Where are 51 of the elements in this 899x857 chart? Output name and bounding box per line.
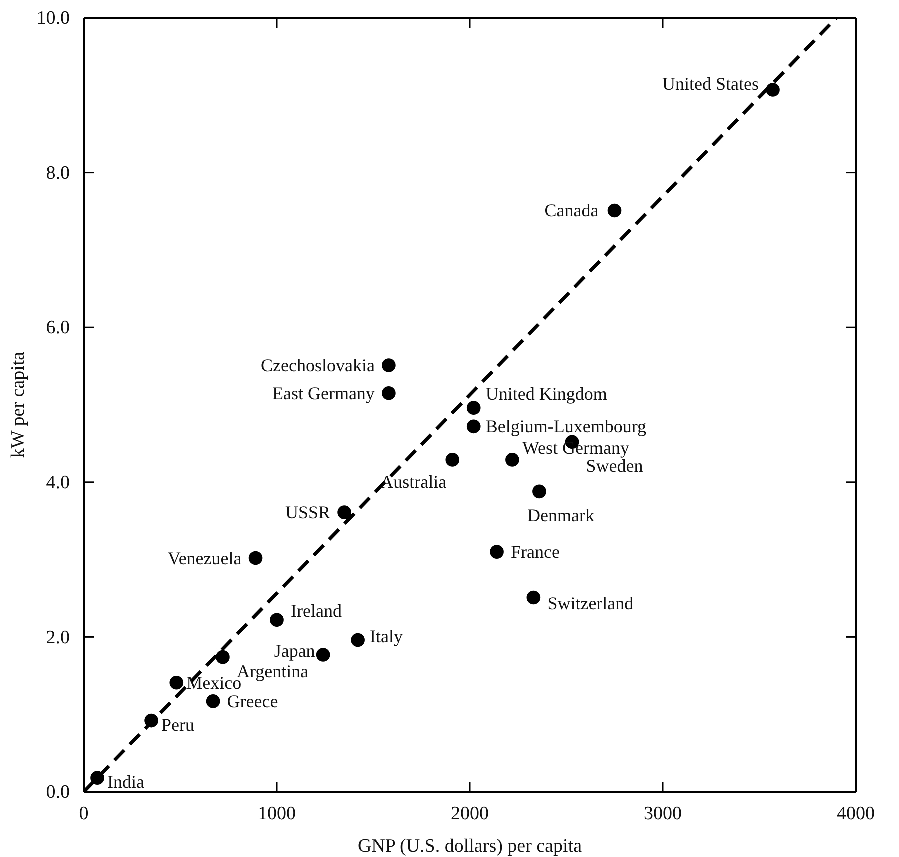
- annotation: United States: [662, 74, 760, 94]
- x-tick-label: 4000: [837, 803, 875, 824]
- point: [608, 204, 622, 218]
- x-tick-label: 3000: [644, 803, 682, 824]
- y-tick-label: 10.0: [36, 8, 70, 30]
- point: [270, 613, 284, 628]
- point: [466, 401, 481, 415]
- x-axis-title: GNP (U.S. dollars) per capita: [358, 836, 583, 857]
- point: [248, 551, 263, 566]
- point: [170, 676, 184, 690]
- annotation: Venezuela: [168, 548, 242, 568]
- annotation: Canada: [544, 200, 599, 221]
- annotation: United Kingdom: [486, 384, 608, 404]
- y-axis-title: kW per capita: [8, 351, 29, 458]
- y-tick-label: 8.0: [46, 162, 70, 184]
- point: [382, 358, 396, 372]
- annotation: East Germany: [272, 383, 375, 404]
- point: [490, 545, 504, 559]
- annotation: West Germany: [522, 438, 630, 458]
- annotation: Belgium-Luxembourg: [486, 416, 647, 437]
- x-tick-label: 2000: [451, 803, 489, 824]
- annotation: Ireland: [291, 601, 342, 622]
- point: [338, 506, 352, 520]
- y-tick-label: 0.0: [46, 782, 70, 804]
- annotation: Switzerland: [548, 594, 634, 614]
- annotation: Peru: [162, 714, 195, 735]
- point: [316, 648, 330, 662]
- point: [216, 650, 230, 664]
- annotation: Denmark: [527, 506, 594, 526]
- x-tick-label: 0: [79, 803, 89, 824]
- y-tick-label: 2.0: [46, 627, 70, 648]
- point: [532, 484, 546, 499]
- annotation: Italy: [370, 626, 404, 646]
- point: [206, 694, 220, 708]
- y-tick-label: 6.0: [46, 318, 70, 339]
- annotation: USSR: [286, 502, 331, 523]
- annotation: Japan: [274, 641, 316, 661]
- point: [766, 83, 780, 97]
- annotation: Australia: [380, 472, 447, 492]
- annotation: France: [511, 542, 560, 562]
- point: [351, 633, 365, 648]
- point: [506, 453, 520, 467]
- point: [526, 590, 541, 605]
- point: [466, 420, 481, 434]
- point: [382, 386, 396, 400]
- x-tick-label: 1000: [258, 803, 296, 824]
- point: [446, 453, 460, 467]
- annotation: Greece: [227, 691, 278, 712]
- annotation: Czechoslovakia: [260, 356, 375, 376]
- annotation: India: [108, 772, 145, 792]
- y-tick-label: 4.0: [46, 472, 70, 494]
